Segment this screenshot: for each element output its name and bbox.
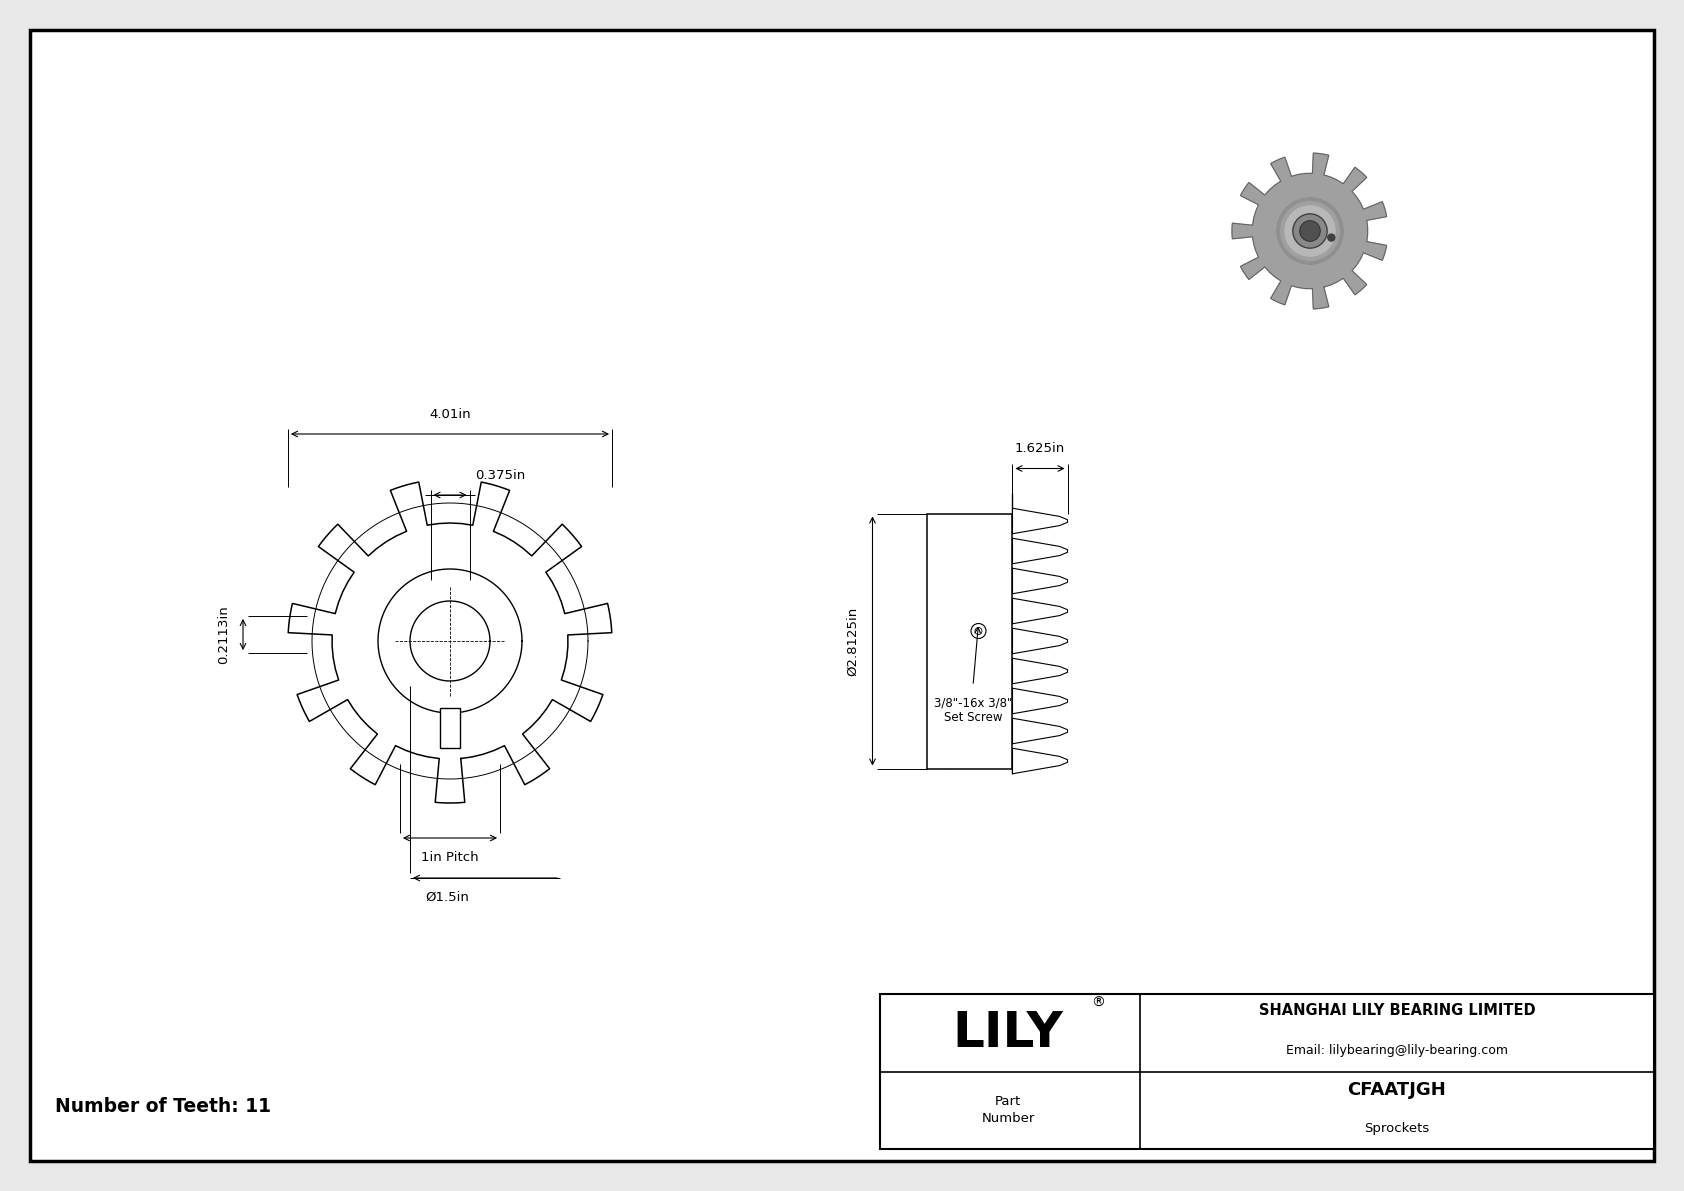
Text: CFAATJGH: CFAATJGH [1347, 1081, 1447, 1099]
Text: Sprockets: Sprockets [1364, 1122, 1430, 1135]
Text: Ø1.5in: Ø1.5in [424, 891, 468, 904]
Text: Ø2.8125in: Ø2.8125in [847, 606, 859, 675]
Text: 1in Pitch: 1in Pitch [421, 852, 478, 863]
Polygon shape [1012, 538, 1068, 563]
Circle shape [1300, 220, 1320, 242]
Polygon shape [1012, 718, 1068, 743]
Polygon shape [1012, 598, 1068, 624]
Circle shape [1293, 214, 1327, 248]
Text: Number of Teeth: 11: Number of Teeth: 11 [56, 1097, 271, 1116]
Circle shape [1276, 198, 1342, 263]
Polygon shape [1012, 659, 1068, 684]
Polygon shape [1012, 688, 1068, 713]
Polygon shape [1012, 628, 1068, 654]
Polygon shape [1012, 748, 1068, 774]
Text: Part
Number: Part Number [982, 1096, 1034, 1125]
Text: Email: lilybearing@lily-bearing.com: Email: lilybearing@lily-bearing.com [1287, 1045, 1507, 1058]
Circle shape [1327, 235, 1335, 241]
Text: 3/8"-16x 3/8"
Set Screw: 3/8"-16x 3/8" Set Screw [935, 696, 1012, 724]
Text: ®: ® [1091, 996, 1105, 1010]
Text: 0.2113in: 0.2113in [217, 605, 231, 663]
Text: SHANGHAI LILY BEARING LIMITED: SHANGHAI LILY BEARING LIMITED [1258, 1003, 1536, 1018]
Polygon shape [1012, 509, 1068, 534]
Polygon shape [1012, 568, 1068, 594]
Text: LILY: LILY [953, 1009, 1063, 1056]
Polygon shape [1233, 154, 1386, 308]
Text: 0.375in: 0.375in [475, 469, 525, 482]
Bar [928, 513, 1012, 768]
Text: 4.01in: 4.01in [429, 409, 472, 420]
Bar [881, 994, 1654, 1149]
Bar [440, 707, 460, 748]
Text: 1.625in: 1.625in [1015, 443, 1064, 455]
